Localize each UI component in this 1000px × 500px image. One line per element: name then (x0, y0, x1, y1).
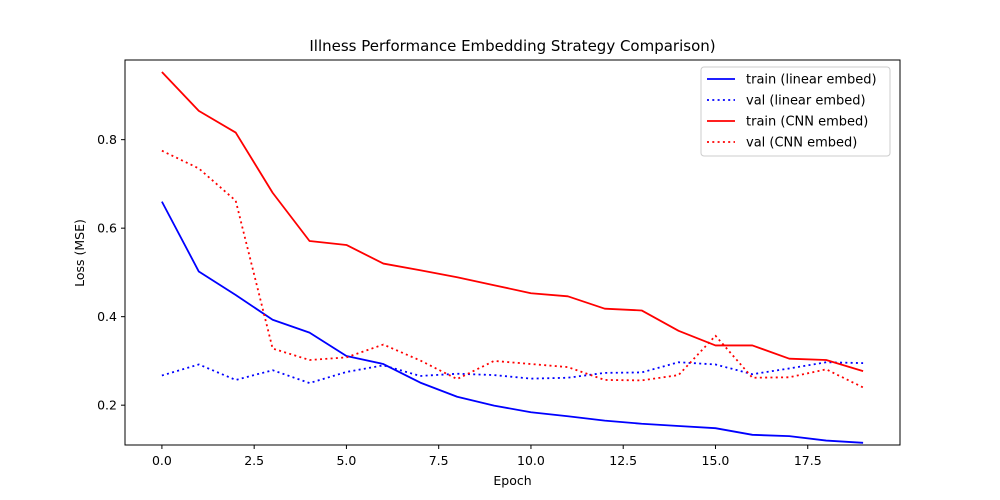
y-tick-label: 0.8 (97, 132, 117, 147)
x-tick-label: 17.5 (794, 453, 822, 468)
x-axis-label: Epoch (493, 473, 531, 488)
legend-label-train-cnn-embed: train (CNN embed) (746, 115, 868, 130)
x-tick-label: 12.5 (609, 453, 637, 468)
legend-box (700, 66, 891, 157)
x-tick-label: 2.5 (244, 453, 264, 468)
axis-ticks: 0.0 2.5 5.0 7.5 10.0 12.5 15.0 17.5 0.2 0.4 0.6 0.8 (97, 132, 822, 468)
plot-frame (124, 59, 901, 446)
series-line-val-cnn-embed (161, 149, 864, 389)
legend-label-val-linear-embed: val (linear embed) (746, 94, 866, 109)
x-tick-label: 7.5 (429, 453, 449, 468)
legend-label-train-linear-embed: train (linear embed) (746, 73, 877, 88)
x-tick-label: 10.0 (517, 453, 545, 468)
y-axis-label: Loss (MSE) (72, 219, 87, 287)
legend: train (linear embed) val (linear embed) tr… (700, 66, 891, 157)
chart-title: Illness Performance Embedding Strategy C… (309, 37, 715, 55)
y-tick-label: 0.2 (97, 398, 117, 413)
x-tick-label: 5.0 (336, 453, 356, 468)
plot-area (161, 71, 864, 444)
legend-label-val-cnn-embed: val (CNN embed) (746, 136, 857, 151)
series-line-val-linear-embed (161, 361, 864, 384)
x-tick-label: 0.0 (152, 453, 172, 468)
y-tick-label: 0.6 (97, 221, 117, 236)
y-tick-label: 0.4 (97, 309, 117, 324)
series-line-train-cnn-embed (161, 71, 864, 372)
series-line-train-linear-embed (161, 201, 864, 444)
x-tick-label: 15.0 (702, 453, 730, 468)
